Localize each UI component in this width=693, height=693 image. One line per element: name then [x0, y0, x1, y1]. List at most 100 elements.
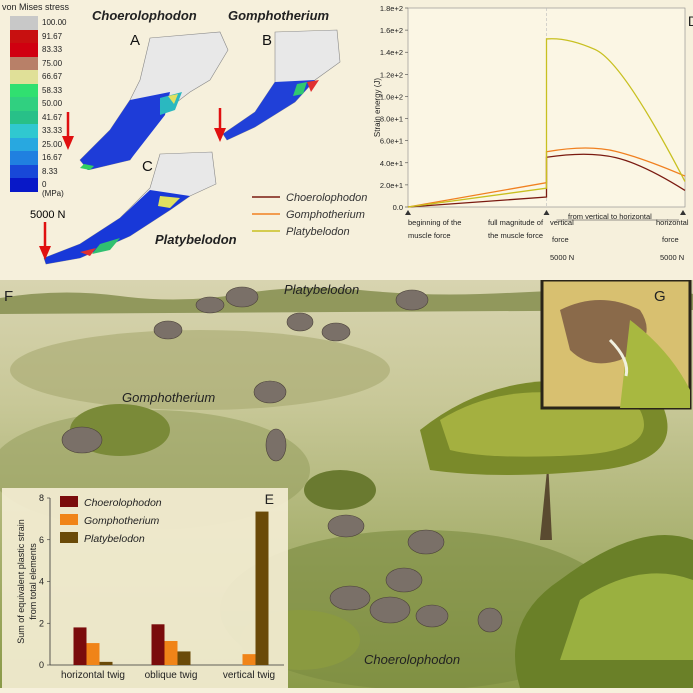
bar-choerolophodon: [73, 627, 87, 665]
legend-value: 50.00: [42, 99, 63, 108]
legend-value: 25.00: [42, 139, 63, 149]
y-tick-label: 8.0e+1: [380, 115, 403, 124]
legend-value: 41.67: [42, 112, 63, 122]
legend-swatch: [10, 56, 38, 70]
y-tick-label: 1.2e+2: [380, 70, 403, 79]
scene-label-choerolophodon: Choerolophodon: [364, 652, 461, 667]
legend-value: 58.33: [42, 85, 63, 95]
line-legend-choerolophodon: Choerolophodon: [286, 192, 368, 204]
y-tick-label: 1.0e+2: [380, 92, 403, 101]
y-tick-label: 1.6e+2: [380, 26, 403, 35]
x-category-label: vertical twig: [223, 670, 275, 681]
line-legend-gomphotherium: Gomphotherium: [286, 209, 365, 221]
strain-energy-chart-svg: D 0.0 2.0e+1 4.0e+1 6.0e+1 8.0e+1 1.0e+2 1.2e+2…: [373, 4, 693, 262]
y-tick-label: 4.0e+1: [380, 159, 403, 168]
bar-platybelodon: [255, 511, 269, 665]
x-annotation-5000n-2: 5000 N: [660, 253, 684, 262]
y-tick-label: 4: [39, 577, 44, 587]
x-annotation-5000n-1: 5000 N: [550, 253, 574, 262]
legend-swatch-platybelodon: [60, 532, 78, 543]
line-legend-swatches: [252, 196, 280, 232]
legend-swatch: [10, 43, 38, 57]
y-tick-label: 0.0: [393, 203, 403, 212]
legend-value: 0 (MPa): [42, 180, 64, 198]
panel-label-f: F: [4, 288, 14, 305]
x-annotation-horizontal-1: horizontal: [656, 218, 689, 227]
legend-value: 91.67: [42, 31, 63, 41]
x-annotation-begin-1: beginning of the: [408, 218, 461, 227]
panel-label-g: G: [654, 288, 666, 305]
bar-choerolophodon: [151, 624, 165, 665]
legend-swatch: [10, 178, 38, 192]
title-gomphotherium: Gomphotherium: [228, 8, 330, 23]
series-line-gomphotherium: [407, 147, 686, 208]
x-marker-start: [405, 210, 411, 215]
x-annotation-horizontal-2: force: [662, 235, 679, 244]
legend-swatch: [10, 137, 38, 151]
title-platybelodon: Platybelodon: [155, 232, 237, 247]
y-tick-label: 2: [39, 618, 44, 628]
legend-value: 100.00: [42, 18, 67, 27]
x-annotation-full-2: the muscle force: [488, 231, 543, 240]
scene-background: [0, 280, 693, 688]
y-axis-label: Strain energy (J): [373, 78, 382, 137]
bar-gomphotherium: [86, 643, 100, 665]
x-annotation-full-1: full magnitude of: [488, 218, 544, 227]
panel-label-b: B: [262, 32, 273, 49]
legend-swatch: [10, 97, 38, 111]
y-tick-label: 1.8e+2: [380, 4, 403, 13]
stress-legend: von Mises stress 100.00 91.67 83.33 75.00 66…: [2, 2, 70, 198]
plastic-strain-chart-svg: 0 2 4 6 8 Sum of equivalent plastic strain fro…: [2, 488, 288, 688]
legend-swatch: [10, 16, 38, 30]
series-line-choerolophodon: [407, 153, 686, 208]
x-annotation-vertical-1: vertical: [550, 218, 574, 227]
bar-gomphotherium: [164, 640, 178, 665]
x-annotation-begin-2: muscle force: [408, 231, 451, 240]
strain-energy-chart: D 0.0 2.0e+1 4.0e+1 6.0e+1 8.0e+1 1.0e+2 1.2e+2…: [340, 0, 693, 278]
legend-value: 83.33: [42, 45, 63, 54]
legend-label-gomphotherium: Gomphotherium: [84, 515, 160, 527]
skull-model-a: [79, 31, 229, 170]
x-annotation-vertical-2: force: [552, 235, 569, 244]
force-arrow-b: [214, 108, 226, 142]
legend-title: von Mises stress: [2, 2, 70, 12]
legend-label-platybelodon: Platybelodon: [84, 533, 145, 545]
force-arrow-a: [62, 112, 74, 150]
x-marker-full: [543, 210, 550, 215]
force-label-c: 5000 N: [30, 209, 66, 221]
skull-model-b: [222, 29, 341, 141]
line-legend-platybelodon: Platybelodon: [286, 226, 350, 238]
panel-label-e: E: [265, 491, 274, 507]
title-choerolophodon: Choerolophodon: [92, 8, 197, 23]
bar-platybelodon: [99, 661, 113, 665]
landscape-illustration: F G Platybelodon Gomphotherium Choerolop…: [0, 280, 693, 688]
legend-value: 16.67: [42, 153, 63, 162]
legend-label-choerolophodon: Choerolophodon: [84, 497, 162, 509]
legend-value: 66.67: [42, 72, 63, 81]
scene-label-gomphotherium: Gomphotherium: [122, 390, 216, 405]
legend-value: 8.33: [42, 166, 58, 176]
y-tick-label: 2.0e+1: [380, 181, 403, 190]
series-line-platybelodon: [407, 38, 686, 208]
plastic-strain-chart: 0 2 4 6 8 Sum of equivalent plastic strain fro…: [2, 488, 288, 688]
panel-label-a: A: [130, 32, 141, 49]
bar-platybelodon: [177, 651, 191, 665]
bar-gomphotherium: [242, 654, 256, 665]
y-tick-label: 1.4e+2: [380, 48, 403, 57]
scene-label-platybelodon: Platybelodon: [284, 282, 360, 297]
legend-swatch: [10, 124, 38, 138]
y-tick-label: 0: [39, 660, 44, 670]
y-axis-label-2: from total elements: [28, 543, 38, 620]
panel-label-d: D: [688, 13, 693, 29]
y-tick-label: 8: [39, 493, 44, 503]
legend-value: 75.00: [42, 58, 63, 68]
skull-model-c: [43, 151, 217, 265]
legend-swatch: [10, 29, 38, 43]
y-axis-label-1: Sum of equivalent plastic strain: [16, 519, 26, 644]
legend-swatch: [10, 110, 38, 124]
legend-swatch-gomphotherium: [60, 514, 78, 525]
x-marker-end: [680, 210, 686, 215]
y-tick-label: 6.0e+1: [380, 137, 403, 146]
legend-swatch: [10, 70, 38, 84]
legend-value: 33.33: [42, 126, 63, 135]
